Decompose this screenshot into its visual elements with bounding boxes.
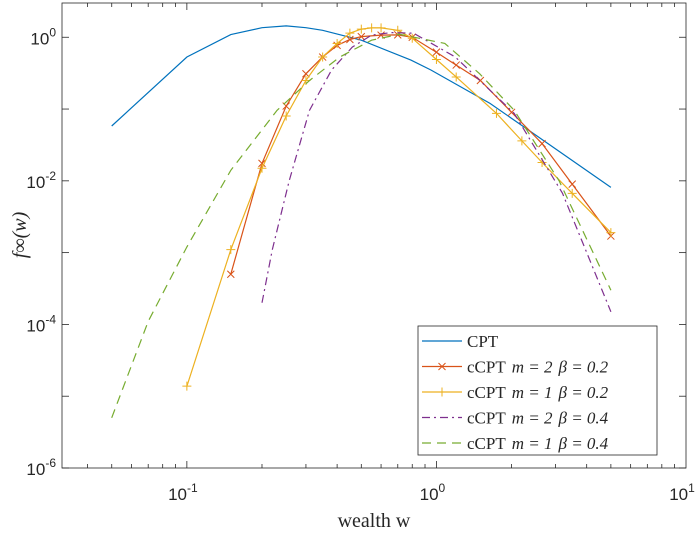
legend-marker: [438, 362, 446, 371]
legend-box: [417, 325, 658, 456]
data-point-marker: [356, 24, 366, 34]
series-1: [226, 31, 615, 279]
series-line: [261, 31, 612, 313]
legend-label: CPT: [467, 332, 499, 351]
series-4: [111, 33, 612, 419]
series-line: [111, 33, 612, 419]
data-point-marker: [332, 38, 342, 48]
data-point-marker: [367, 23, 377, 33]
series-3: [261, 31, 612, 313]
data-point-marker: [491, 108, 501, 118]
data-point-marker: [517, 136, 527, 146]
data-point-marker: [452, 61, 461, 69]
plot-lines: [111, 23, 616, 419]
x-axis-label: wealth w: [338, 510, 411, 532]
data-point-marker: [568, 180, 577, 188]
data-point-marker: [226, 270, 235, 279]
data-point-marker: [281, 111, 291, 121]
data-point-marker: [407, 33, 417, 43]
y-tick-label: 10-2: [26, 169, 56, 192]
data-point-marker: [182, 381, 192, 391]
x-tick-label: 100: [420, 481, 446, 504]
plot-frame: [61, 2, 687, 469]
series-line: [111, 25, 612, 188]
y-tick-label: 100: [30, 25, 56, 48]
data-point-marker: [357, 32, 366, 41]
data-point-marker: [345, 28, 355, 38]
data-point-marker: [451, 72, 461, 82]
y-tick-label: 10-4: [26, 312, 56, 335]
data-point-marker: [431, 54, 441, 64]
data-point-marker: [346, 35, 354, 44]
y-axis-label: f∞(w): [9, 211, 31, 258]
series-line: [230, 34, 612, 275]
data-point-marker: [507, 108, 516, 117]
data-point-marker: [226, 245, 236, 255]
series-0: [111, 25, 612, 188]
x-tick-label: 10-1: [168, 481, 198, 504]
x-tick-label: 101: [669, 481, 695, 504]
data-point-marker: [432, 48, 441, 57]
series-2: [182, 23, 616, 391]
legend-marker: [437, 387, 447, 397]
data-point-marker: [258, 159, 266, 168]
ticks: 10-1 100 101 100 10-2 10-4 10-6: [26, 3, 695, 504]
data-point-marker: [606, 228, 616, 238]
data-point-marker: [302, 69, 310, 78]
data-point-marker: [257, 163, 267, 173]
legend-item: CPT: [422, 332, 499, 351]
data-point-marker: [567, 188, 577, 198]
data-point-marker: [318, 52, 328, 62]
data-point-marker: [538, 139, 546, 148]
series-line: [186, 27, 612, 387]
data-point-marker: [376, 23, 386, 33]
y-tick-label: 10-6: [26, 456, 56, 479]
